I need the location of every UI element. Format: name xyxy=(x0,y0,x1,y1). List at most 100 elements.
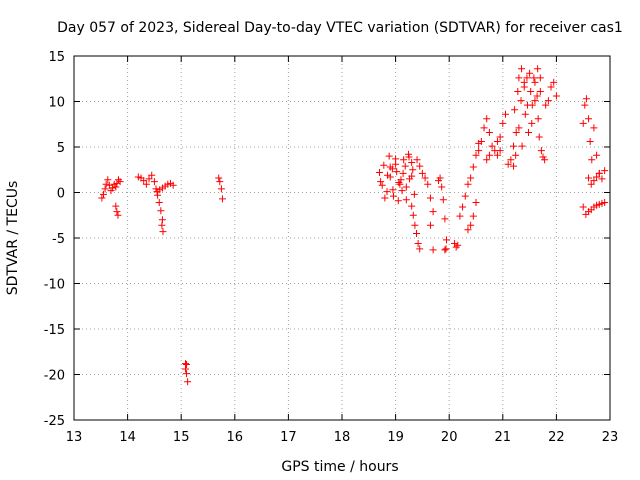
y-axis-label: SDTVAR / TECUs xyxy=(5,181,21,296)
data-point xyxy=(507,156,515,164)
data-point xyxy=(531,78,539,86)
data-point xyxy=(451,239,459,247)
x-tick-label: 23 xyxy=(602,430,619,445)
data-point xyxy=(598,175,606,183)
data-point xyxy=(402,196,410,204)
data-point xyxy=(587,180,595,188)
data-point xyxy=(534,115,542,123)
data-point xyxy=(394,197,402,205)
data-point xyxy=(439,196,447,204)
data-point xyxy=(475,147,483,155)
data-point xyxy=(441,246,449,254)
x-tick-label: 16 xyxy=(227,430,244,445)
data-point xyxy=(409,166,417,174)
data-point xyxy=(393,168,401,176)
data-point xyxy=(588,156,596,164)
data-point xyxy=(590,177,598,185)
data-point xyxy=(389,186,397,194)
data-point xyxy=(510,142,518,150)
data-point xyxy=(547,83,555,91)
data-point xyxy=(452,243,460,251)
data-point xyxy=(485,151,493,159)
grid-lines xyxy=(74,56,610,420)
data-point xyxy=(380,161,388,169)
axis-ticks xyxy=(73,55,611,421)
data-point xyxy=(579,203,587,211)
data-point xyxy=(183,360,191,368)
data-point xyxy=(418,169,426,177)
data-point xyxy=(511,106,519,114)
data-point xyxy=(544,97,552,105)
data-point xyxy=(499,119,507,127)
data-point xyxy=(438,183,446,191)
data-point xyxy=(517,97,525,105)
data-point xyxy=(535,133,543,141)
data-point xyxy=(525,128,533,136)
data-point xyxy=(116,178,124,186)
data-point xyxy=(520,78,528,86)
data-point xyxy=(378,181,386,189)
data-point xyxy=(413,229,421,237)
data-point xyxy=(406,175,414,183)
data-point xyxy=(550,78,558,86)
data-point xyxy=(464,180,472,188)
data-point xyxy=(218,195,226,203)
data-point xyxy=(593,151,601,159)
data-point xyxy=(408,158,416,166)
chart-title: Day 057 of 2023, Sidereal Day-to-day VTE… xyxy=(57,20,623,36)
x-tick-label: 13 xyxy=(66,430,83,445)
x-tick-label: 17 xyxy=(280,430,297,445)
data-point xyxy=(426,194,434,202)
data-point xyxy=(533,92,541,100)
data-point xyxy=(150,178,158,186)
data-point xyxy=(216,178,224,186)
data-point xyxy=(113,208,121,216)
data-point xyxy=(441,215,449,223)
y-tick-label: -5 xyxy=(52,232,65,247)
data-point xyxy=(515,74,523,82)
data-point xyxy=(485,128,493,136)
data-point xyxy=(104,176,112,184)
data-point xyxy=(381,194,389,202)
data-point xyxy=(534,65,542,73)
data-point xyxy=(488,142,496,150)
data-point xyxy=(480,124,488,132)
data-point xyxy=(469,163,477,171)
data-point xyxy=(157,207,165,215)
data-point xyxy=(409,211,417,219)
data-point xyxy=(595,169,603,177)
x-tick-label: 18 xyxy=(334,430,351,445)
data-point xyxy=(542,101,550,109)
data-point xyxy=(99,190,107,198)
data-point xyxy=(496,147,504,155)
data-point xyxy=(145,175,153,183)
data-point xyxy=(377,178,385,186)
data-point xyxy=(467,221,475,229)
data-point xyxy=(404,150,412,158)
data-point xyxy=(155,199,163,207)
data-point xyxy=(416,245,424,253)
data-point xyxy=(112,202,120,210)
data-point xyxy=(472,199,480,207)
x-tick-label: 19 xyxy=(387,430,404,445)
data-point xyxy=(413,156,421,164)
data-point xyxy=(402,183,410,191)
data-point xyxy=(518,65,526,73)
data-point xyxy=(154,191,162,199)
data-point xyxy=(514,87,522,95)
data-point xyxy=(456,212,464,220)
data-point xyxy=(472,151,480,159)
data-point xyxy=(159,228,167,236)
data-point xyxy=(429,246,437,254)
data-point xyxy=(493,151,501,159)
data-point xyxy=(388,165,396,173)
data-point xyxy=(536,74,544,82)
y-tick-label: 0 xyxy=(57,187,65,202)
data-point xyxy=(98,194,106,202)
data-point xyxy=(467,174,475,182)
data-point xyxy=(426,221,434,229)
data-point xyxy=(169,181,177,189)
data-point xyxy=(112,183,120,191)
data-point xyxy=(537,147,545,155)
